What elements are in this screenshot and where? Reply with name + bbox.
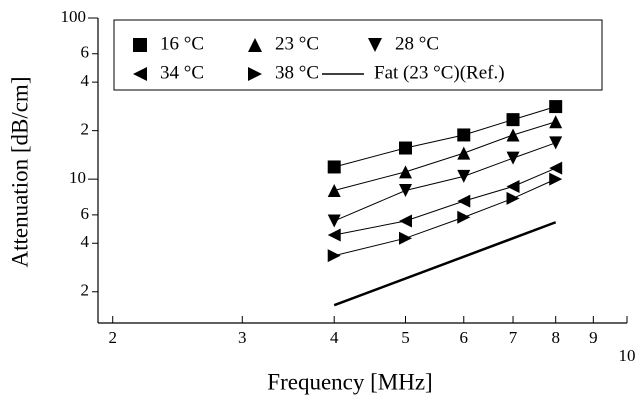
marker [457, 210, 471, 224]
marker [399, 141, 413, 155]
legend-marker [248, 67, 262, 81]
marker [549, 115, 563, 129]
marker [399, 184, 413, 198]
marker [327, 160, 341, 174]
x-tick-label: 3 [238, 328, 247, 347]
marker [506, 180, 520, 194]
x-axis-title: Frequency [MHz] [267, 369, 432, 394]
marker [457, 128, 471, 142]
y-tick-label: 6 [81, 204, 90, 223]
marker [506, 113, 520, 127]
marker [506, 191, 520, 205]
x-tick-label: 6 [460, 328, 469, 347]
legend-label: 23 °C [275, 33, 319, 54]
y-tick-label: 2 [81, 281, 90, 300]
marker [399, 214, 413, 228]
x-tick-label: 7 [509, 328, 518, 347]
marker [399, 231, 413, 245]
y-tick-label: 4 [81, 71, 90, 90]
y-tick-label: 6 [81, 43, 90, 62]
marker [457, 169, 471, 183]
series-line [333, 221, 557, 307]
legend-marker [133, 38, 147, 52]
legend-label: 28 °C [395, 33, 439, 54]
marker [327, 249, 341, 263]
legend-label: 16 °C [160, 33, 204, 54]
x-tick-label: 4 [330, 328, 339, 347]
marker [327, 184, 341, 198]
x-tick-label: 5 [401, 328, 410, 347]
marker [549, 161, 563, 175]
marker [506, 151, 520, 165]
legend-label: 34 °C [160, 62, 204, 83]
series-line [334, 106, 556, 168]
marker [457, 194, 471, 208]
marker [549, 136, 563, 150]
x-tick-label: 9 [589, 328, 598, 347]
x-tick-label: 2 [108, 328, 117, 347]
marker [506, 128, 520, 142]
y-tick-label: 10 [69, 168, 86, 187]
marker [327, 214, 341, 228]
series-line [334, 167, 556, 236]
x-tick-label: 10 [619, 346, 636, 365]
series-line [334, 121, 556, 191]
legend-marker [368, 38, 382, 52]
marker [399, 165, 413, 179]
y-tick-label: 100 [61, 7, 87, 26]
series-line [334, 178, 556, 257]
marker [549, 100, 563, 114]
x-tick-label: 8 [551, 328, 560, 347]
legend-label: 38 °C [275, 62, 319, 83]
legend-box [113, 19, 603, 91]
marker [549, 172, 563, 186]
y-tick-label: 2 [81, 120, 90, 139]
legend-marker [133, 67, 147, 81]
marker [327, 228, 341, 242]
legend-marker [248, 38, 262, 52]
legend-label: Fat (23 °C)(Ref.) [374, 62, 505, 83]
y-axis-title: Attenuation [dB/cm] [7, 77, 32, 268]
marker [457, 146, 471, 160]
y-tick-label: 4 [81, 232, 90, 251]
